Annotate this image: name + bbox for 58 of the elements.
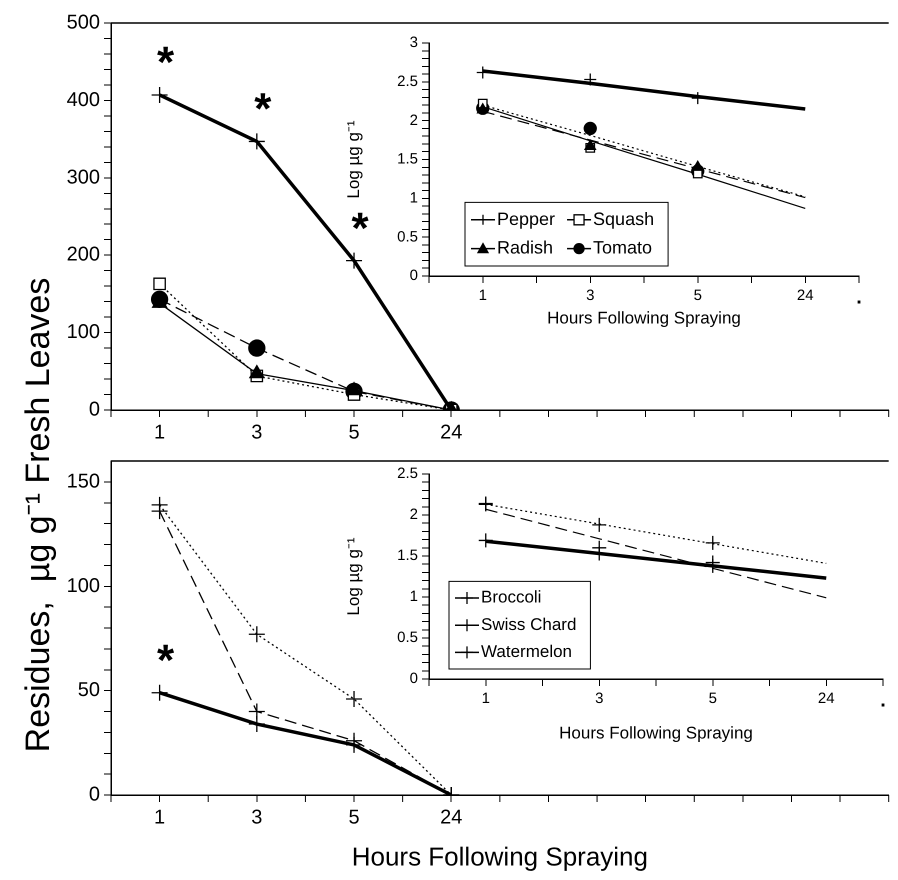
x-tick-label: 5 (348, 806, 360, 829)
y-tick-label: 0 (88, 398, 100, 421)
annotation: * (157, 636, 176, 685)
x-tick-label: 1 (482, 690, 490, 708)
y-tick-label: 1.5 (397, 547, 418, 564)
x-tick-label: 24 (440, 806, 462, 829)
legend-label: Broccoli (481, 588, 542, 607)
y-tick-label: 500 (66, 12, 100, 34)
y-tick-label: 2.5 (397, 465, 418, 482)
x-tick-label: 5 (348, 422, 360, 444)
legend-label: Swiss Chard (481, 614, 576, 634)
x-tick-label: 3 (586, 287, 594, 304)
y-axis-title: Log µg g⁻¹ (344, 120, 363, 199)
x-tick-label: 3 (595, 690, 604, 708)
legend-label: Squash (593, 208, 654, 229)
y-tick-label: 3 (410, 34, 418, 52)
annotation: * (351, 204, 370, 253)
y-tick-label: 150 (66, 470, 100, 492)
x-tick-label: 5 (694, 287, 702, 304)
x-tick-label: 24 (440, 422, 462, 444)
x-tick-label: 3 (251, 422, 262, 444)
x-tick-label: 5 (708, 690, 717, 708)
legend-label: Pepper (497, 208, 556, 229)
y-tick-label: 50 (78, 679, 100, 702)
legend-label: Radish (497, 238, 554, 258)
annotation: * (157, 38, 176, 88)
x-axis-title: Hours Following Spraying (559, 723, 753, 742)
y-tick-label: 100 (66, 574, 100, 597)
y-tick-label: 2 (410, 112, 418, 129)
y-tick-label: 0.5 (397, 228, 418, 246)
y-tick-label: 1 (410, 189, 418, 206)
y-tick-label: 0 (410, 267, 418, 284)
y-tick-label: 400 (66, 88, 100, 111)
y-tick-label: 2 (410, 506, 418, 524)
y-tick-label: 2.5 (397, 72, 418, 90)
legend-label: Watermelon (481, 642, 572, 662)
y-tick-label: 1.5 (397, 150, 418, 168)
x-tick-label: 1 (478, 287, 487, 304)
y-tick-label: 300 (66, 166, 100, 188)
x-tick-label: 1 (154, 806, 166, 829)
y-axis-title: Log µg g⁻¹ (344, 537, 363, 616)
x-tick-label: 3 (251, 806, 262, 829)
legend-label: Tomato (593, 238, 652, 258)
y-tick-label: 100 (66, 321, 100, 344)
x-axis-title: Hours Following Spraying (547, 308, 741, 328)
y-axis-title: Residues, µg g⁻¹ Fresh Leaves (18, 278, 58, 752)
annotation: * (254, 84, 272, 134)
x-axis-title: Hours Following Spraying (352, 842, 648, 872)
x-tick-label: 24 (818, 690, 835, 708)
y-tick-label: 0 (410, 670, 418, 688)
x-tick-label: 24 (796, 287, 814, 304)
annotation: . (880, 690, 886, 712)
y-tick-label: 0.5 (397, 629, 418, 646)
y-tick-label: 200 (66, 244, 100, 266)
y-tick-label: 0 (88, 784, 100, 806)
annotation: . (856, 286, 862, 309)
y-tick-label: 1 (410, 588, 418, 606)
x-tick-label: 1 (154, 422, 166, 444)
